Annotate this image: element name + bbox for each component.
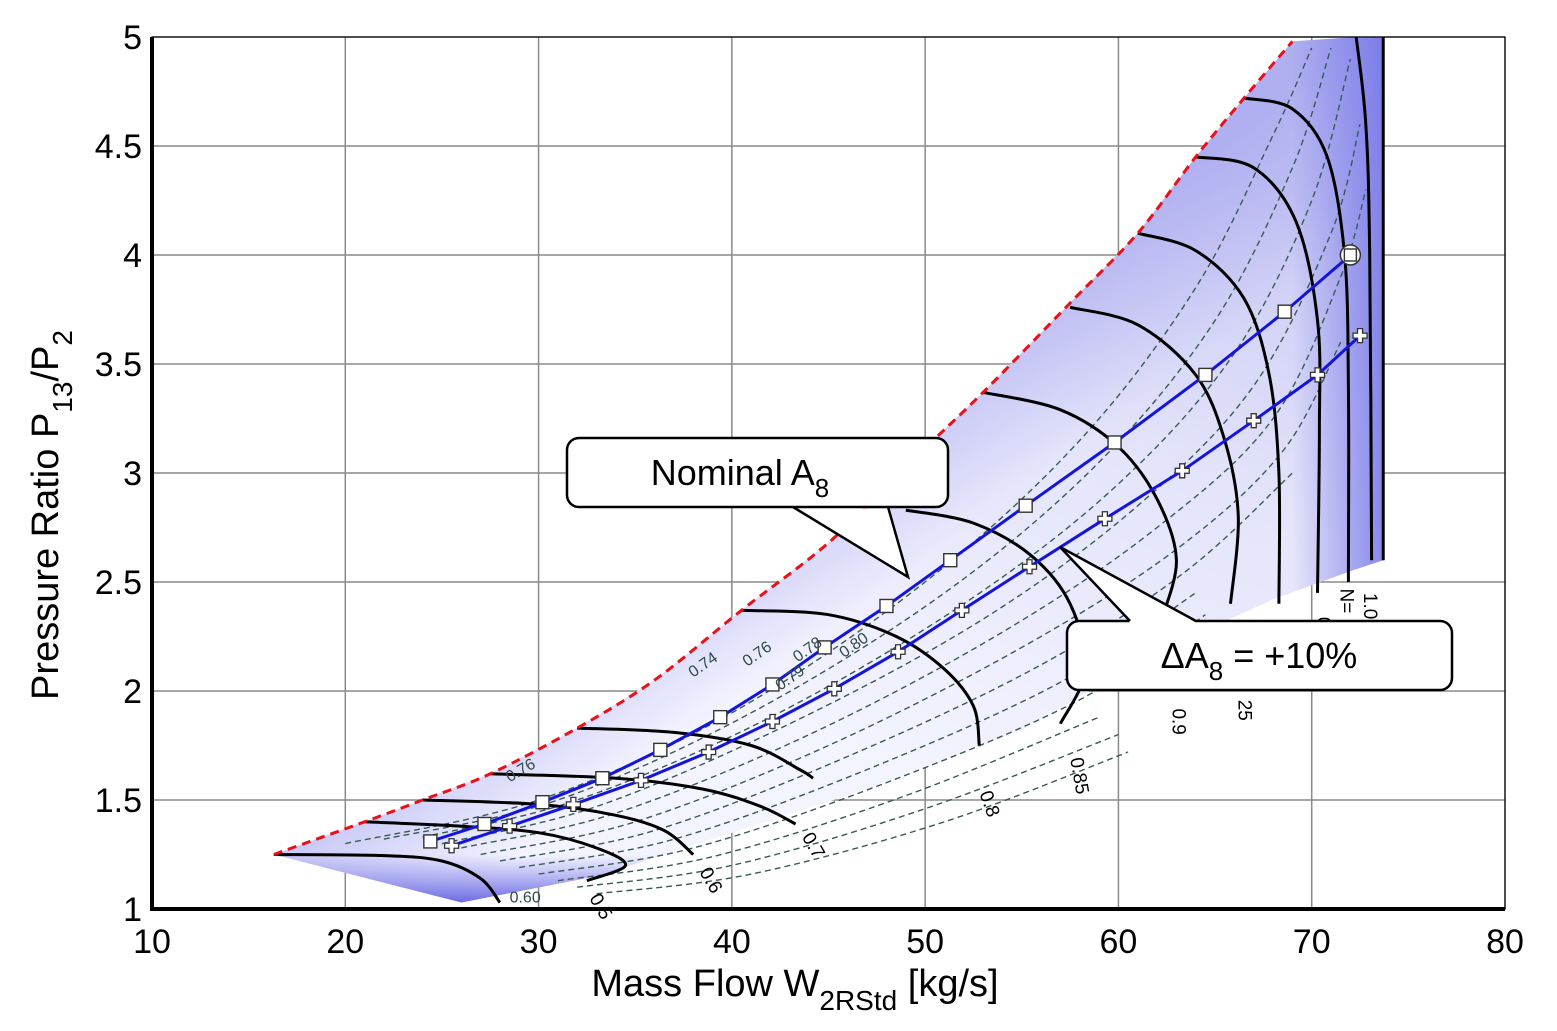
speed-line [1354,37,1374,561]
increased-area-point [826,681,842,697]
speed-label: N= [1336,589,1357,614]
nominal-point [423,834,438,849]
increased-area-point [1021,559,1038,575]
nominal-callout-label: Nominal A8 [651,452,830,503]
speed-line [982,390,1178,622]
y-tick-label: 1 [123,891,142,929]
nominal-point [477,816,492,832]
nominal-point [1018,498,1033,513]
callout-pointer [1059,545,1197,623]
callouts: Nominal A8 ΔA8 = +10% [565,436,1454,692]
y-tick-label: 2.5 [95,564,142,602]
increased-area-point [1309,367,1326,383]
speed-line [577,726,814,780]
speed-label: 0.85 [1065,756,1092,796]
efficiency-contour [557,716,1100,882]
x-tick-label: 70 [1293,923,1331,961]
increased-area-point [443,838,460,854]
increased-area-point [701,744,717,760]
y-tick-label: 5 [123,19,142,57]
nominal-point [653,742,668,758]
efficiency-contour [499,472,1293,862]
increased-area-point [1246,413,1262,429]
increased-area-point [1174,463,1190,479]
efficiency-contour [441,124,1361,845]
x-tick-label: 80 [1486,923,1524,961]
efficiency-contour [383,47,1332,840]
callout-box [1065,619,1454,692]
speed-label: 0.6 [695,864,726,897]
y-tick-label: 3 [123,455,142,493]
operating-region [273,37,1384,903]
speed-line [364,820,628,883]
increased-area-point [1352,328,1368,344]
speed-line [741,608,981,746]
callout-box [565,436,950,509]
speed-line [490,772,797,826]
efficiency-contour [538,614,1206,875]
efficiency-contour [577,733,1119,888]
efficiency-label: 0.60 [510,889,541,906]
increased-area-point [501,818,518,834]
increased-area-point [1097,511,1113,527]
speed-label: 0.8 [975,788,1004,820]
x-tick-label: 40 [713,923,751,961]
nominal-point [1107,435,1122,450]
operating-lines [423,244,1368,854]
x-axis-label: Mass Flow W2RStd [kg/s] [591,963,998,1016]
surge-line-path [273,40,1294,856]
speed-line [1195,155,1322,593]
y-tick-label: 4.5 [95,128,142,166]
speed-line [1137,231,1282,604]
increased-area-point [633,772,649,789]
surge-line [273,40,1294,856]
design-point-square [1343,248,1358,262]
low-speed-shading [273,37,1384,903]
speed-label: 0.9 [1168,708,1189,734]
axes [150,36,1506,911]
delta-callout-label: ΔA8 = +10% [1161,635,1358,686]
y-tick-label: 3.5 [95,346,142,384]
x-tick-label: 30 [520,923,558,961]
x-tick-label: 10 [133,923,171,961]
speed-label: 0.5 [584,890,615,923]
nominal-point [1198,367,1213,383]
nominal-point [713,709,728,725]
y-tick-label: 1.5 [95,782,142,820]
nominal-point [535,794,550,810]
nominal-point [817,640,832,655]
nominal-point [1277,304,1292,319]
callout-pointer [792,505,911,580]
nominal-point [943,553,958,568]
nominal-point [765,677,780,692]
y-tick-label: 4 [123,237,142,275]
y-tick-label: 2 [123,673,142,711]
efficiency-contour [461,189,1367,849]
nominal-point [879,598,894,614]
x-tick-label: 50 [906,923,944,961]
speed-label: 25 [1233,700,1254,721]
increased-area-point [565,796,582,813]
speed-line [273,853,502,904]
nominal-point [595,771,610,786]
speed-line [422,798,695,856]
efficiency-contour [596,751,1129,895]
increased-area-point [890,644,906,660]
y-axis-label: Pressure Ratio P13/P2 [25,330,78,700]
increased-area-point [764,713,781,730]
speed-line [1069,305,1240,604]
increased-area-point [954,602,970,618]
tick-labels: 10 20 30 40 50 60 70 80 1 1.5 2 2.5 3 3.5 4 4.5 5 [95,19,1524,961]
x-tick-label: 20 [326,923,364,961]
x-tick-label: 60 [1100,923,1138,961]
